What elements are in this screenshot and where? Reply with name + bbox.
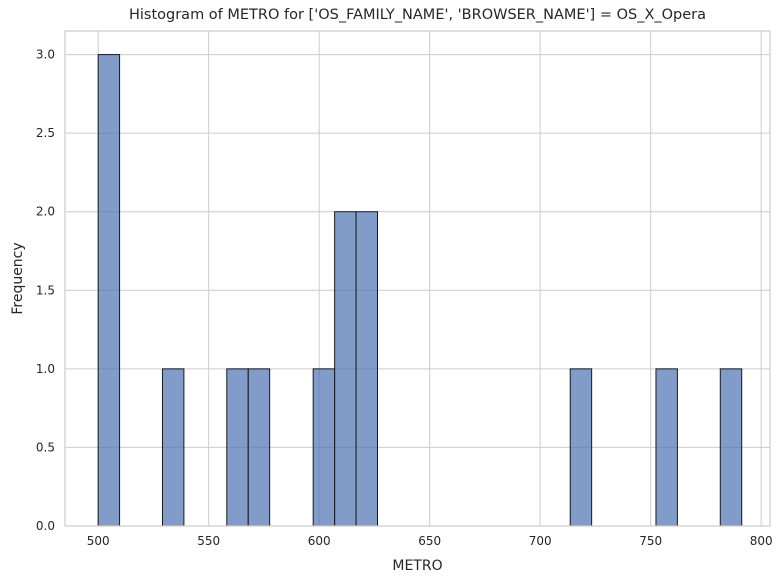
y-tick-label: 0.5 <box>36 440 55 454</box>
x-tick-label: 600 <box>308 534 331 548</box>
x-tick-label: 700 <box>529 534 552 548</box>
chart-title: Histogram of METRO for ['OS_FAMILY_NAME'… <box>129 7 706 23</box>
y-tick-label: 2.0 <box>36 205 55 219</box>
histogram-bar <box>334 211 357 527</box>
plot-frame <box>64 30 771 527</box>
x-tick-label: 800 <box>750 534 773 548</box>
tick-layer: 500 550 600 650 700 750 800 0.0 0.5 1.0 1.5 2.0 2.5 3… <box>36 48 773 548</box>
histogram-bar <box>161 368 185 527</box>
grid-layer <box>65 31 770 527</box>
histogram-bar <box>312 368 336 527</box>
x-tick-label: 550 <box>197 534 220 548</box>
x-axis-label: METRO <box>392 558 442 574</box>
y-tick-label: 2.5 <box>36 126 55 140</box>
y-tick-label: 0.0 <box>36 519 55 533</box>
histogram-bar <box>247 368 271 527</box>
y-axis-label: Frequency <box>10 242 26 314</box>
histogram-bar <box>569 368 593 527</box>
x-tick-label: 750 <box>639 534 662 548</box>
x-tick-label: 500 <box>87 534 110 548</box>
histogram-bar <box>719 368 743 527</box>
y-tick-label: 1.5 <box>36 283 55 297</box>
x-tick-label: 650 <box>418 534 441 548</box>
histogram-bar <box>226 368 249 527</box>
y-tick-label: 1.0 <box>36 362 55 376</box>
histogram-bar <box>97 54 121 527</box>
y-tick-label: 3.0 <box>36 48 55 62</box>
histogram-bar <box>655 368 678 527</box>
histogram-bar <box>355 211 378 527</box>
